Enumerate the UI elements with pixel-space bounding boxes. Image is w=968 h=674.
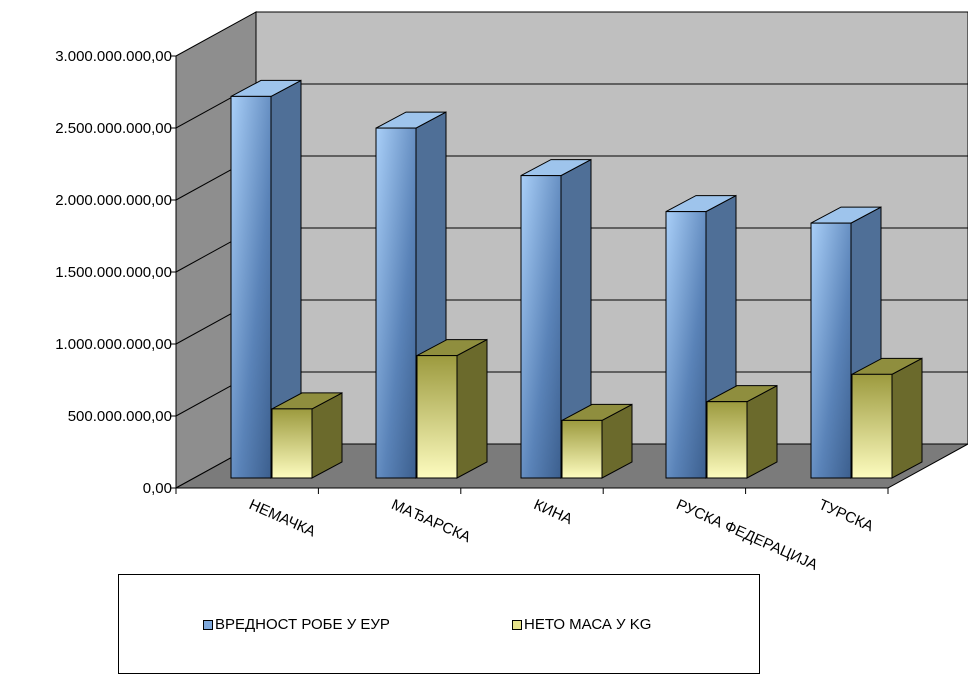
y-tick-label: 1.500.000.000,00: [55, 264, 172, 281]
bar-front: [561, 419, 603, 479]
bar-side: [891, 357, 923, 479]
bar-blue-3: [520, 158, 592, 479]
y-tick-label: 0,00: [143, 480, 172, 497]
legend-item-value: ВРЕДНОСТ РОБЕ У ЕУР: [203, 616, 390, 633]
x-tick-label: МАЂАРСКА: [389, 496, 473, 546]
legend-swatch-blue: [203, 619, 213, 630]
bar-yellow-2: [416, 338, 488, 479]
bar-front: [520, 175, 562, 479]
legend-swatch-yellow: [512, 619, 522, 630]
x-tick-label: ТУРСКА: [816, 496, 876, 535]
bar-front: [665, 211, 707, 479]
bar-front: [271, 408, 313, 479]
y-tick-label: 2.500.000.000,00: [55, 120, 172, 137]
bar-side: [456, 338, 488, 479]
bar-yellow-3: [561, 403, 633, 479]
y-tick-label: 500.000.000,00: [68, 408, 172, 425]
bar-chart: 0,00 500.000.000,00 1.000.000.000,00 1.500.…: [55, 11, 968, 574]
bar-yellow-4: [706, 384, 778, 479]
bars: [230, 79, 923, 479]
bar-front: [230, 95, 272, 479]
bar-front: [375, 127, 417, 479]
x-axis-labels: НЕМАЧКА МАЂАРСКА КИНА РУСКА ФЕДЕРАЦИЈАТУРСК…: [175, 488, 889, 574]
bar-front: [706, 401, 748, 479]
legend-item-mass: НЕТО МАСА У KG: [512, 616, 651, 633]
bar-yellow-1: [271, 392, 343, 479]
x-tick-label: КИНА: [531, 496, 575, 528]
y-tick-label: 2.000.000.000,00: [55, 192, 172, 209]
y-tick-label: 3.000.000.000,00: [55, 48, 172, 65]
bar-blue-5: [810, 206, 882, 479]
bar-blue-1: [230, 79, 302, 479]
legend-label-mass: НЕТО МАСА У KG: [524, 616, 652, 633]
x-tick-label: РУСКА ФЕДЕРАЦИЈА: [674, 496, 821, 574]
bar-yellow-5: [851, 357, 923, 479]
legend: ВРЕДНОСТ РОБЕ У ЕУР НЕТО МАСА У KG: [118, 574, 760, 674]
x-tick-label: НЕМАЧКА: [246, 496, 318, 540]
y-tick-label: 1.000.000.000,00: [55, 336, 172, 353]
bar-front: [416, 355, 458, 479]
bar-front: [810, 222, 852, 479]
legend-label-value: ВРЕДНОСТ РОБЕ У ЕУР: [215, 616, 390, 633]
chart-area: 0,00 500.000.000,00 1.000.000.000,00 1.500.…: [55, 11, 968, 674]
y-axis: 0,00 500.000.000,00 1.000.000.000,00 1.500.…: [55, 48, 888, 497]
bar-front: [851, 373, 893, 479]
